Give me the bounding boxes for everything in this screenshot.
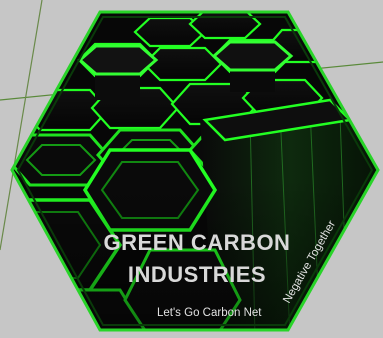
- brand-name-line1: GREEN CARBON: [104, 230, 291, 255]
- raised-blocks: [77, 40, 294, 100]
- brand-name-line2: INDUSTRIES: [128, 262, 266, 287]
- tagline-part1: Let's Go Carbon Net: [157, 307, 262, 319]
